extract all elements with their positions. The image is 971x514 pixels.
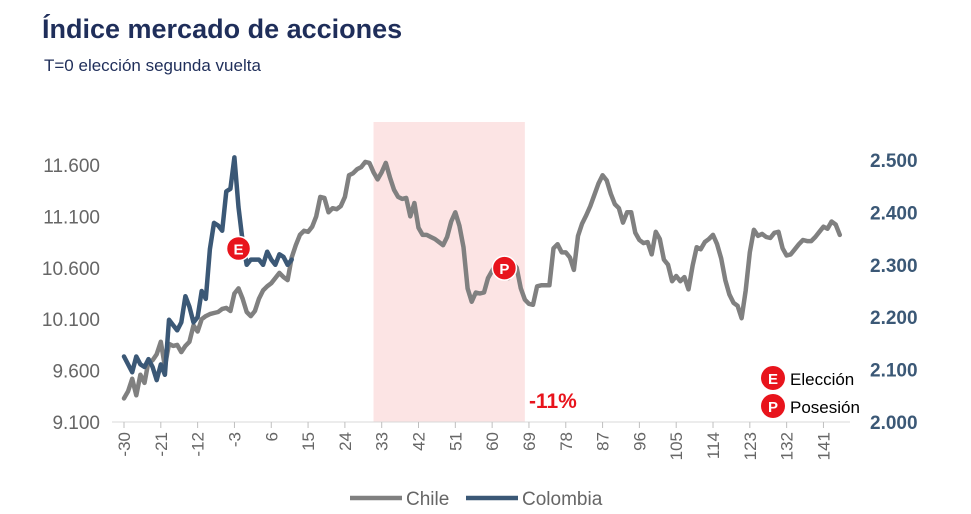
y-left-tick-label: 11.600 bbox=[43, 156, 100, 177]
x-tick-label: 105 bbox=[667, 432, 686, 460]
key-label: Posesión bbox=[790, 398, 860, 417]
x-tick-label: -30 bbox=[115, 432, 134, 457]
y-left-tick-label: 9.100 bbox=[52, 413, 100, 434]
x-tick-label: 123 bbox=[741, 432, 760, 460]
x-tick-label: 87 bbox=[594, 432, 613, 451]
x-tick-label: 78 bbox=[557, 432, 576, 451]
key-letter: P bbox=[768, 399, 778, 416]
y-right-tick-label: 2.100 bbox=[870, 361, 918, 382]
x-tick-label: 42 bbox=[410, 432, 429, 451]
legend-label-colombia: Colombia bbox=[522, 489, 603, 510]
x-tick-label: 132 bbox=[778, 432, 797, 460]
marker-letter: E bbox=[234, 242, 244, 259]
y-right-tick-label: 2.300 bbox=[870, 256, 918, 277]
x-tick-label: 24 bbox=[336, 432, 355, 451]
series-line-colombia bbox=[121, 155, 294, 383]
y-right-tick-label: 2.400 bbox=[870, 203, 918, 224]
y-right-tick-label: 2.200 bbox=[870, 308, 918, 329]
y-left-tick-label: 10.600 bbox=[42, 259, 100, 280]
y-right-tick-label: 2.500 bbox=[870, 151, 918, 172]
y-left-tick-label: 10.100 bbox=[42, 310, 100, 331]
x-tick-label: 60 bbox=[483, 432, 502, 451]
x-tick-label: 51 bbox=[446, 432, 465, 451]
x-tick-label: 69 bbox=[520, 432, 539, 451]
y-left-tick-label: 11.100 bbox=[43, 207, 100, 228]
x-tick-label: 141 bbox=[814, 432, 833, 460]
chart-subtitle: T=0 elección segunda vuelta bbox=[44, 56, 261, 75]
x-tick-label: -12 bbox=[189, 432, 208, 457]
marker-e-icon bbox=[225, 235, 252, 262]
x-tick-label: -21 bbox=[152, 432, 171, 457]
x-tick-label: 33 bbox=[373, 432, 392, 451]
chart-title: Índice mercado de acciones bbox=[42, 14, 403, 44]
key-e-icon bbox=[761, 366, 785, 390]
key-label: Elección bbox=[790, 370, 854, 389]
marker-letter: P bbox=[499, 261, 509, 278]
key-letter: E bbox=[768, 371, 778, 388]
x-tick-label: 96 bbox=[630, 432, 649, 451]
series-line-chile bbox=[121, 159, 843, 401]
change-annotation: -11% bbox=[529, 390, 577, 413]
legend-label-chile: Chile bbox=[406, 489, 449, 510]
y-right-tick-label: 2.000 bbox=[870, 413, 918, 434]
y-left-tick-label: 9.600 bbox=[52, 362, 100, 383]
x-tick-label: 15 bbox=[299, 432, 318, 451]
marker-p-icon bbox=[491, 255, 518, 281]
key-p-icon bbox=[761, 394, 785, 418]
x-tick-label: -3 bbox=[225, 432, 244, 447]
x-tick-label: 114 bbox=[704, 432, 723, 459]
x-tick-label: 6 bbox=[262, 432, 281, 441]
